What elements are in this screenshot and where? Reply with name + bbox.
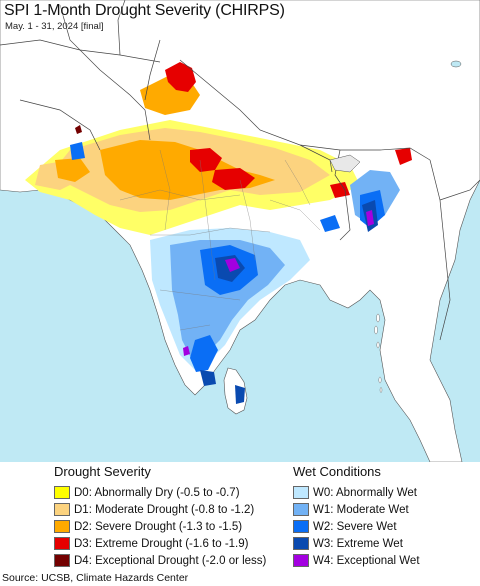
legend-label: D0: Abnormally Dry (-0.5 to -0.7) (74, 486, 240, 499)
legend-swatch (54, 520, 70, 533)
legend-swatch (293, 554, 309, 567)
legend-swatch (54, 503, 70, 516)
legend-label: D3: Extreme Drought (-1.6 to -1.9) (74, 537, 249, 550)
lake (450, 60, 462, 68)
legend-item-d4: D4: Exceptional Drought (-2.0 or less) (54, 552, 266, 569)
legend-label: W4: Exceptional Wet (313, 554, 420, 567)
legend-item-w3: W3: Extreme Wet (293, 535, 420, 552)
drought-legend: Drought Severity D0: Abnormally Dry (-0.… (54, 464, 266, 569)
legend-item-d3: D3: Extreme Drought (-1.6 to -1.9) (54, 535, 266, 552)
legend-label: W2: Severe Wet (313, 520, 397, 533)
legend-item-w2: W2: Severe Wet (293, 518, 420, 535)
wet-patches (70, 142, 400, 404)
legend-label: W1: Moderate Wet (313, 503, 409, 516)
drought-legend-heading: Drought Severity (54, 464, 151, 479)
legend-item-w0: W0: Abnormally Wet (293, 484, 420, 501)
legend-swatch (293, 520, 309, 533)
legend-label: D4: Exceptional Drought (-2.0 or less) (74, 554, 267, 567)
wet-legend: Wet Conditions W0: Abnormally Wet W1: Mo… (293, 464, 420, 569)
andaman-islands (374, 313, 383, 393)
legend-swatch (54, 537, 70, 550)
legend-swatch (54, 486, 70, 499)
wet-legend-heading: Wet Conditions (293, 464, 381, 479)
drought-patches (25, 62, 412, 235)
legend-label: W0: Abnormally Wet (313, 486, 417, 499)
legend-swatch (293, 486, 309, 499)
legend-item-d1: D1: Moderate Drought (-0.8 to -1.2) (54, 501, 266, 518)
legend-item-d2: D2: Severe Drought (-1.3 to -1.5) (54, 518, 266, 535)
bhutan-area (329, 154, 361, 173)
map-title: SPI 1-Month Drought Severity (CHIRPS) (4, 2, 285, 19)
legend-item-d0: D0: Abnormally Dry (-0.5 to -0.7) (54, 484, 266, 501)
legend-label: D2: Severe Drought (-1.3 to -1.5) (74, 520, 243, 533)
legend-item-w4: W4: Exceptional Wet (293, 552, 420, 569)
legend-swatch (293, 537, 309, 550)
legend-label: D1: Moderate Drought (-0.8 to -1.2) (74, 503, 255, 516)
legend-swatch (54, 554, 70, 567)
legend: Drought Severity D0: Abnormally Dry (-0.… (0, 462, 480, 567)
legend-swatch (293, 503, 309, 516)
source-credit: Source: UCSB, Climate Hazards Center (2, 572, 189, 584)
legend-item-w1: W1: Moderate Wet (293, 501, 420, 518)
map-canvas (0, 0, 480, 462)
state-borders (119, 149, 321, 331)
drought-map: SPI 1-Month Drought Severity (CHIRPS) Ma… (0, 0, 480, 462)
map-subtitle: May. 1 - 31, 2024 [final] (5, 21, 104, 32)
legend-label: W3: Extreme Wet (313, 537, 403, 550)
